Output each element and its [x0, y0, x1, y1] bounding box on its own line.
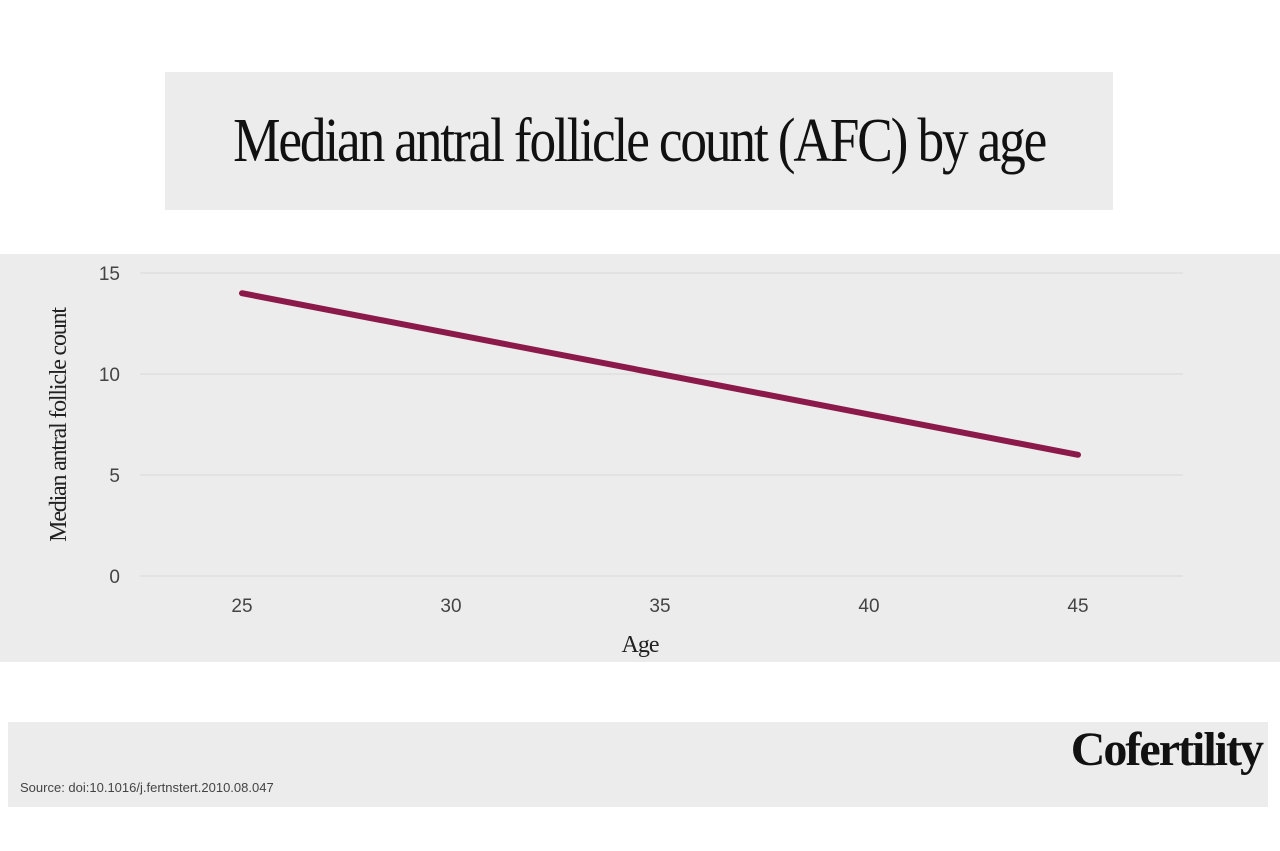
- chart-title: Median antral follicle count (AFC) by ag…: [232, 106, 1047, 175]
- x-tick-label: 25: [231, 596, 252, 617]
- line-chart: 0 5 10 15 25 30 35 40 45 Age Median antral follicl…: [46, 264, 1183, 658]
- x-tick-label: 35: [649, 596, 670, 617]
- y-tick-label: 10: [99, 365, 120, 386]
- source-citation: Source: doi:10.1016/j.fertnstert.2010.08…: [20, 780, 274, 795]
- x-tick-label: 45: [1067, 596, 1088, 617]
- y-tick-label: 0: [109, 567, 120, 588]
- title-box: Median antral follicle count (AFC) by ag…: [165, 72, 1113, 210]
- x-axis-label: Age: [622, 632, 659, 658]
- cofertility-logo: Cofertility: [1070, 723, 1264, 776]
- y-axis-label: Median antral follicle count: [46, 307, 72, 542]
- x-tick-label: 40: [858, 596, 879, 617]
- y-tick-label: 5: [109, 466, 120, 487]
- chart-panel: 0 5 10 15 25 30 35 40 45 Age Median antral follicl…: [0, 254, 1280, 662]
- x-tick-label: 30: [440, 596, 461, 617]
- footer: Source: doi:10.1016/j.fertnstert.2010.08…: [8, 722, 1268, 807]
- y-tick-label: 15: [99, 264, 120, 285]
